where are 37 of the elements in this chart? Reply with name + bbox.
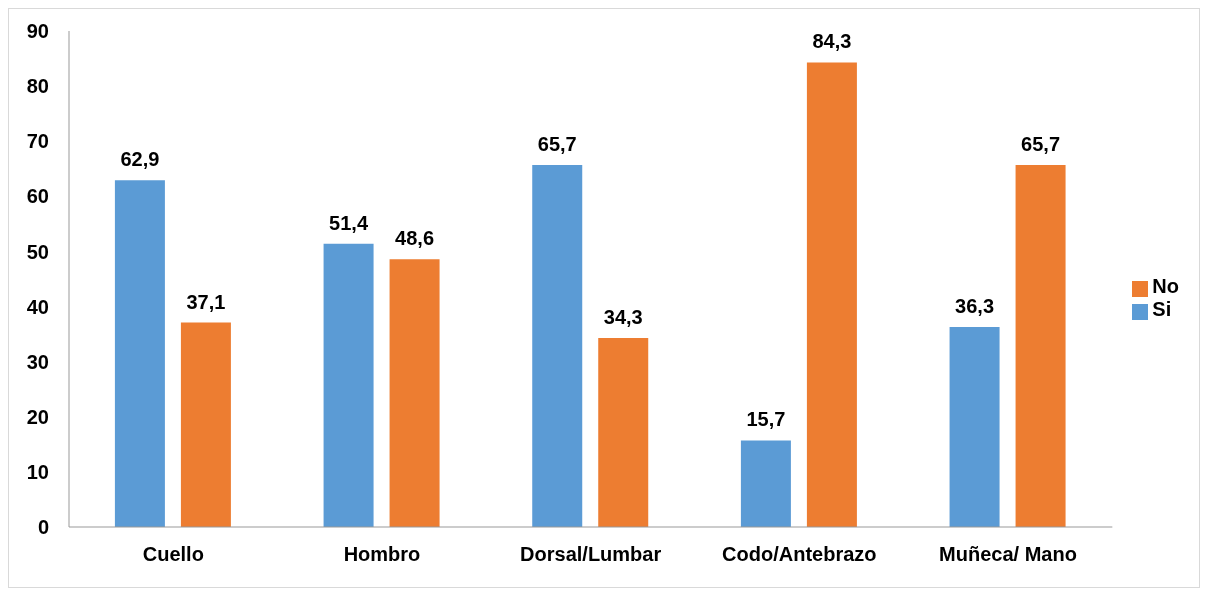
y-tick-label: 80 bbox=[26, 75, 49, 98]
data-label: 65,7 bbox=[1021, 132, 1061, 155]
legend-label: Si bbox=[1152, 298, 1172, 320]
bar bbox=[114, 180, 165, 527]
bar bbox=[949, 326, 1000, 527]
x-tick-label: Codo/Antebrazo bbox=[722, 543, 877, 566]
y-tick-label: 30 bbox=[26, 350, 49, 373]
data-label: 36,3 bbox=[955, 294, 995, 317]
y-tick-label: 70 bbox=[26, 130, 49, 153]
bar bbox=[323, 243, 374, 527]
y-tick-label: 60 bbox=[26, 185, 49, 208]
y-tick-label: 50 bbox=[26, 240, 49, 263]
bar bbox=[806, 62, 857, 527]
data-label: 65,7 bbox=[537, 132, 577, 155]
bar bbox=[740, 440, 791, 527]
y-tick-label: 20 bbox=[26, 405, 49, 428]
data-label: 48,6 bbox=[395, 227, 435, 250]
bar bbox=[532, 164, 583, 527]
x-tick-label: Hombro bbox=[343, 543, 421, 566]
bar bbox=[1015, 164, 1066, 527]
legend-label: No bbox=[1152, 275, 1179, 297]
x-tick-label: Dorsal/Lumbar bbox=[520, 543, 662, 566]
bar bbox=[389, 259, 440, 527]
bar bbox=[598, 337, 649, 527]
y-tick-label: 40 bbox=[26, 295, 49, 318]
data-label: 15,7 bbox=[746, 408, 786, 431]
data-label: 51,4 bbox=[329, 211, 369, 234]
y-tick-label: 0 bbox=[37, 516, 49, 539]
y-tick-label: 90 bbox=[26, 20, 49, 43]
data-label: 84,3 bbox=[812, 30, 852, 53]
x-tick-label: Cuello bbox=[142, 543, 204, 566]
x-tick-label: Muñeca/ Mano bbox=[939, 543, 1077, 566]
data-label: 34,3 bbox=[603, 305, 643, 328]
data-label: 37,1 bbox=[186, 290, 226, 313]
bar bbox=[180, 322, 231, 527]
data-label: 62,9 bbox=[120, 148, 160, 171]
y-tick-label: 10 bbox=[26, 460, 49, 483]
